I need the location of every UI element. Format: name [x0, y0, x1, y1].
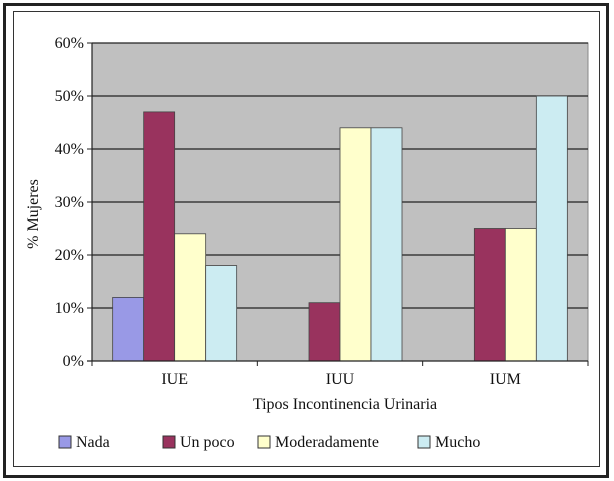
bar-mucho-iuu [370, 127, 403, 362]
x-tick-label: IUU [326, 371, 355, 388]
y-tick-label: 10% [55, 300, 84, 317]
legend-label: Mucho [435, 434, 480, 451]
chart-area [13, 11, 600, 467]
bar-moderadamente-iuu [339, 127, 372, 362]
bar-moderadamente-iue [174, 233, 207, 362]
y-tick-label: 50% [55, 88, 84, 105]
legend: Nada Un poco Moderadamente Mucho [58, 434, 480, 451]
y-axis-title: % Mujeres [25, 179, 42, 249]
y-axis: 0% 10% 20% 30% 40% 50% 60% [55, 35, 93, 370]
y-tick-label: 40% [55, 141, 84, 158]
bar-moderadamente-ium [504, 228, 537, 362]
bar-un-poco-ium [473, 228, 506, 362]
y-tick-label: 30% [55, 194, 84, 211]
legend-swatch [162, 435, 176, 449]
bar-mucho-ium [535, 95, 568, 362]
legend-label: Moderadamente [275, 434, 379, 451]
legend-swatch [58, 435, 72, 449]
legend-label: Nada [76, 434, 110, 451]
bar-mucho-iue [205, 265, 238, 362]
legend-swatch [417, 435, 431, 449]
x-axis: IUE IUU IUM [87, 360, 589, 388]
plot-area [91, 42, 589, 362]
x-axis-title: Tipos Incontinencia Urinaria [253, 396, 437, 413]
bar-un-poco-iuu [308, 302, 341, 362]
y-tick-label: 0% [63, 353, 84, 370]
bar-nada-iue [112, 296, 145, 362]
x-tick-label: IUE [161, 371, 188, 388]
legend-swatch [257, 435, 271, 449]
y-tick-label: 20% [55, 247, 84, 264]
bar-un-poco-iue [143, 111, 176, 362]
y-tick-label: 60% [55, 35, 84, 52]
legend-label: Un poco [180, 434, 235, 451]
x-tick-label: IUM [490, 371, 521, 388]
